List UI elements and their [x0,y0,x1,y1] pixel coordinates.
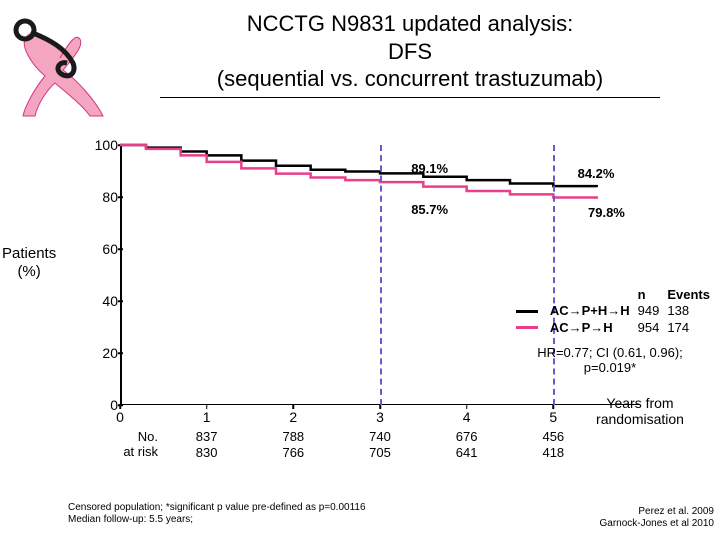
ribbon-stethoscope-graphic [5,18,125,118]
chart-title: NCCTG N9831 updated analysis: DFS (seque… [160,10,660,98]
at-risk-value: 456 [528,429,578,444]
x-axis-label: Years from randomisation [570,395,710,427]
legend-n: 949 [638,303,660,319]
at-risk-value: 705 [355,445,405,460]
legend-swatch-wrap [516,303,542,319]
at-risk-value: 788 [268,429,318,444]
x-tick-label: 0 [116,409,124,425]
reference-line [380,145,382,405]
value-annotation: 85.7% [411,202,448,217]
hr-line-1: HR=0.77; CI (0.61, 0.96); [510,345,710,360]
x-tick-label: 4 [463,409,471,425]
legend-events: 138 [667,303,710,319]
at-risk-value: 676 [442,429,492,444]
at-risk-value: 418 [528,445,578,460]
citation-line-1: Perez et al. 2009 [599,506,714,518]
value-annotation: 79.8% [588,205,625,220]
legend-swatch [516,326,538,329]
legend-n: 954 [638,320,660,336]
at-risk-value: 740 [355,429,405,444]
legend: n Events AC→P+H→H 949 138 AC→P→H 954 174 [516,287,710,336]
y-tick-label: 100 [90,137,118,153]
legend-series-label: AC→P+H→H [550,303,630,319]
legend-events: 174 [667,320,710,336]
y-axis-label-2: (%) [2,263,56,281]
at-risk-value: 766 [268,445,318,460]
x-tick-label: 1 [203,409,211,425]
legend-spacer [550,287,630,303]
legend-spacer [516,287,542,303]
footnote: Censored population; *significant p valu… [68,502,366,526]
value-annotation: 89.1% [411,161,448,176]
legend-header-n: n [638,287,660,303]
y-tick-label: 80 [90,189,118,205]
y-axis-label: Patients (%) [2,245,56,281]
footnote-line-1: Censored population; *significant p valu… [68,502,366,514]
x-axis-label-1: Years from [570,395,710,411]
legend-series-label: AC→P→H [550,320,630,336]
y-tick-label: 0 [90,397,118,413]
hr-line-2: p=0.019* [510,360,710,375]
y-tick-label: 20 [90,345,118,361]
y-tick-label: 60 [90,241,118,257]
at-risk-header-2: at risk [110,444,158,459]
title-line-1: NCCTG N9831 updated analysis: [160,10,660,38]
legend-swatch [516,310,538,313]
citation: Perez et al. 2009 Garnock-Jones et al 20… [599,506,714,530]
x-axis-label-2: randomisation [570,411,710,427]
value-annotation: 84.2% [578,166,615,181]
title-line-3: (sequential vs. concurrent trastuzumab) [160,65,660,93]
km-chart: Patients (%) 020406080100 012345 89.1%84… [60,145,640,445]
at-risk-header-1: No. [110,429,158,444]
x-tick-label: 3 [376,409,384,425]
at-risk-value: 641 [442,445,492,460]
y-axis-label-1: Patients [2,245,56,263]
title-line-2: DFS [160,38,660,66]
hr-stats: HR=0.77; CI (0.61, 0.96); p=0.019* [510,345,710,375]
at-risk-header: No. at risk [110,429,158,459]
x-tick-label: 5 [549,409,557,425]
x-tick-label: 2 [289,409,297,425]
citation-line-2: Garnock-Jones et al 2010 [599,518,714,530]
footnote-line-2: Median follow-up: 5.5 years; [68,514,366,526]
at-risk-value: 830 [182,445,232,460]
y-tick-label: 40 [90,293,118,309]
at-risk-value: 837 [182,429,232,444]
legend-swatch-wrap [516,320,542,336]
legend-header-events: Events [667,287,710,303]
